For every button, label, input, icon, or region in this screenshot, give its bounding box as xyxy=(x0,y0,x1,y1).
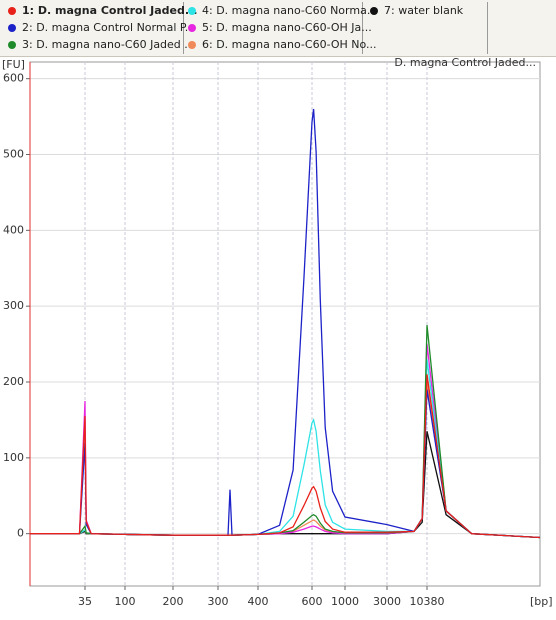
legend-swatch xyxy=(188,41,196,49)
legend-item[interactable]: 4: D. magna nano-C60 Norma... xyxy=(185,2,377,19)
legend-item[interactable]: 2: D. magna Control Normal P... xyxy=(5,19,195,36)
legend-item[interactable]: 6: D. magna nano-C60-OH No... xyxy=(185,36,377,53)
legend-item[interactable]: 3: D. magna nano-C60 Jaded ... xyxy=(5,36,195,53)
y-tick-label: 300 xyxy=(3,299,24,312)
x-tick-label: 100 xyxy=(115,595,136,608)
x-tick-label: 300 xyxy=(208,595,229,608)
x-tick-label: 3000 xyxy=(373,595,401,608)
y-tick-label: 500 xyxy=(3,148,24,161)
y-tick-label: 400 xyxy=(3,223,24,236)
legend-column: 1: D. magna Control Jaded... 2: D. magna … xyxy=(5,2,197,54)
y-tick-label: 100 xyxy=(3,451,24,464)
legend-swatch xyxy=(370,7,378,15)
legend-label: 1: D. magna Control Jaded... xyxy=(22,4,198,17)
y-tick-label: 200 xyxy=(3,375,24,388)
legend-label: 7: water blank xyxy=(384,4,464,17)
annotation: D. magna Control Jaded... xyxy=(394,56,536,69)
legend-column: 7: water blank xyxy=(367,2,488,54)
legend-label: 4: D. magna nano-C60 Norma... xyxy=(202,4,378,17)
x-tick-label: 600 xyxy=(302,595,323,608)
x-tick-label: 1000 xyxy=(331,595,359,608)
legend-label: 6: D. magna nano-C60-OH No... xyxy=(202,38,377,51)
legend-label: 2: D. magna Control Normal P... xyxy=(22,21,196,34)
plot-area xyxy=(29,61,541,587)
x-tick-label: 35 xyxy=(78,595,92,608)
legend-label: 5: D. magna nano-C60-OH Ja... xyxy=(202,21,372,34)
legend-swatch xyxy=(8,24,16,32)
y-axis-label: [FU] xyxy=(2,58,25,71)
legend-item[interactable]: 5: D. magna nano-C60-OH Ja... xyxy=(185,19,372,36)
x-tick-label: 200 xyxy=(163,595,184,608)
legend-swatch xyxy=(188,24,196,32)
legend-item[interactable]: 1: D. magna Control Jaded... xyxy=(5,2,197,19)
trace xyxy=(30,374,541,539)
legend-swatch xyxy=(8,41,16,49)
x-tick-label: 10380 xyxy=(410,595,445,608)
legend-item[interactable]: 7: water blank xyxy=(367,2,487,19)
legend-label: 3: D. magna nano-C60 Jaded ... xyxy=(22,38,195,51)
legend: 1: D. magna Control Jaded... 2: D. magna … xyxy=(0,0,556,57)
y-tick-label: 600 xyxy=(3,72,24,85)
x-tick-label: 400 xyxy=(248,595,269,608)
x-axis-label: [bp] xyxy=(530,595,553,608)
legend-column: 4: D. magna nano-C60 Norma... 5: D. magna… xyxy=(185,2,377,54)
legend-swatch xyxy=(188,7,196,15)
y-tick-label: 0 xyxy=(17,527,24,540)
legend-swatch xyxy=(8,7,16,15)
